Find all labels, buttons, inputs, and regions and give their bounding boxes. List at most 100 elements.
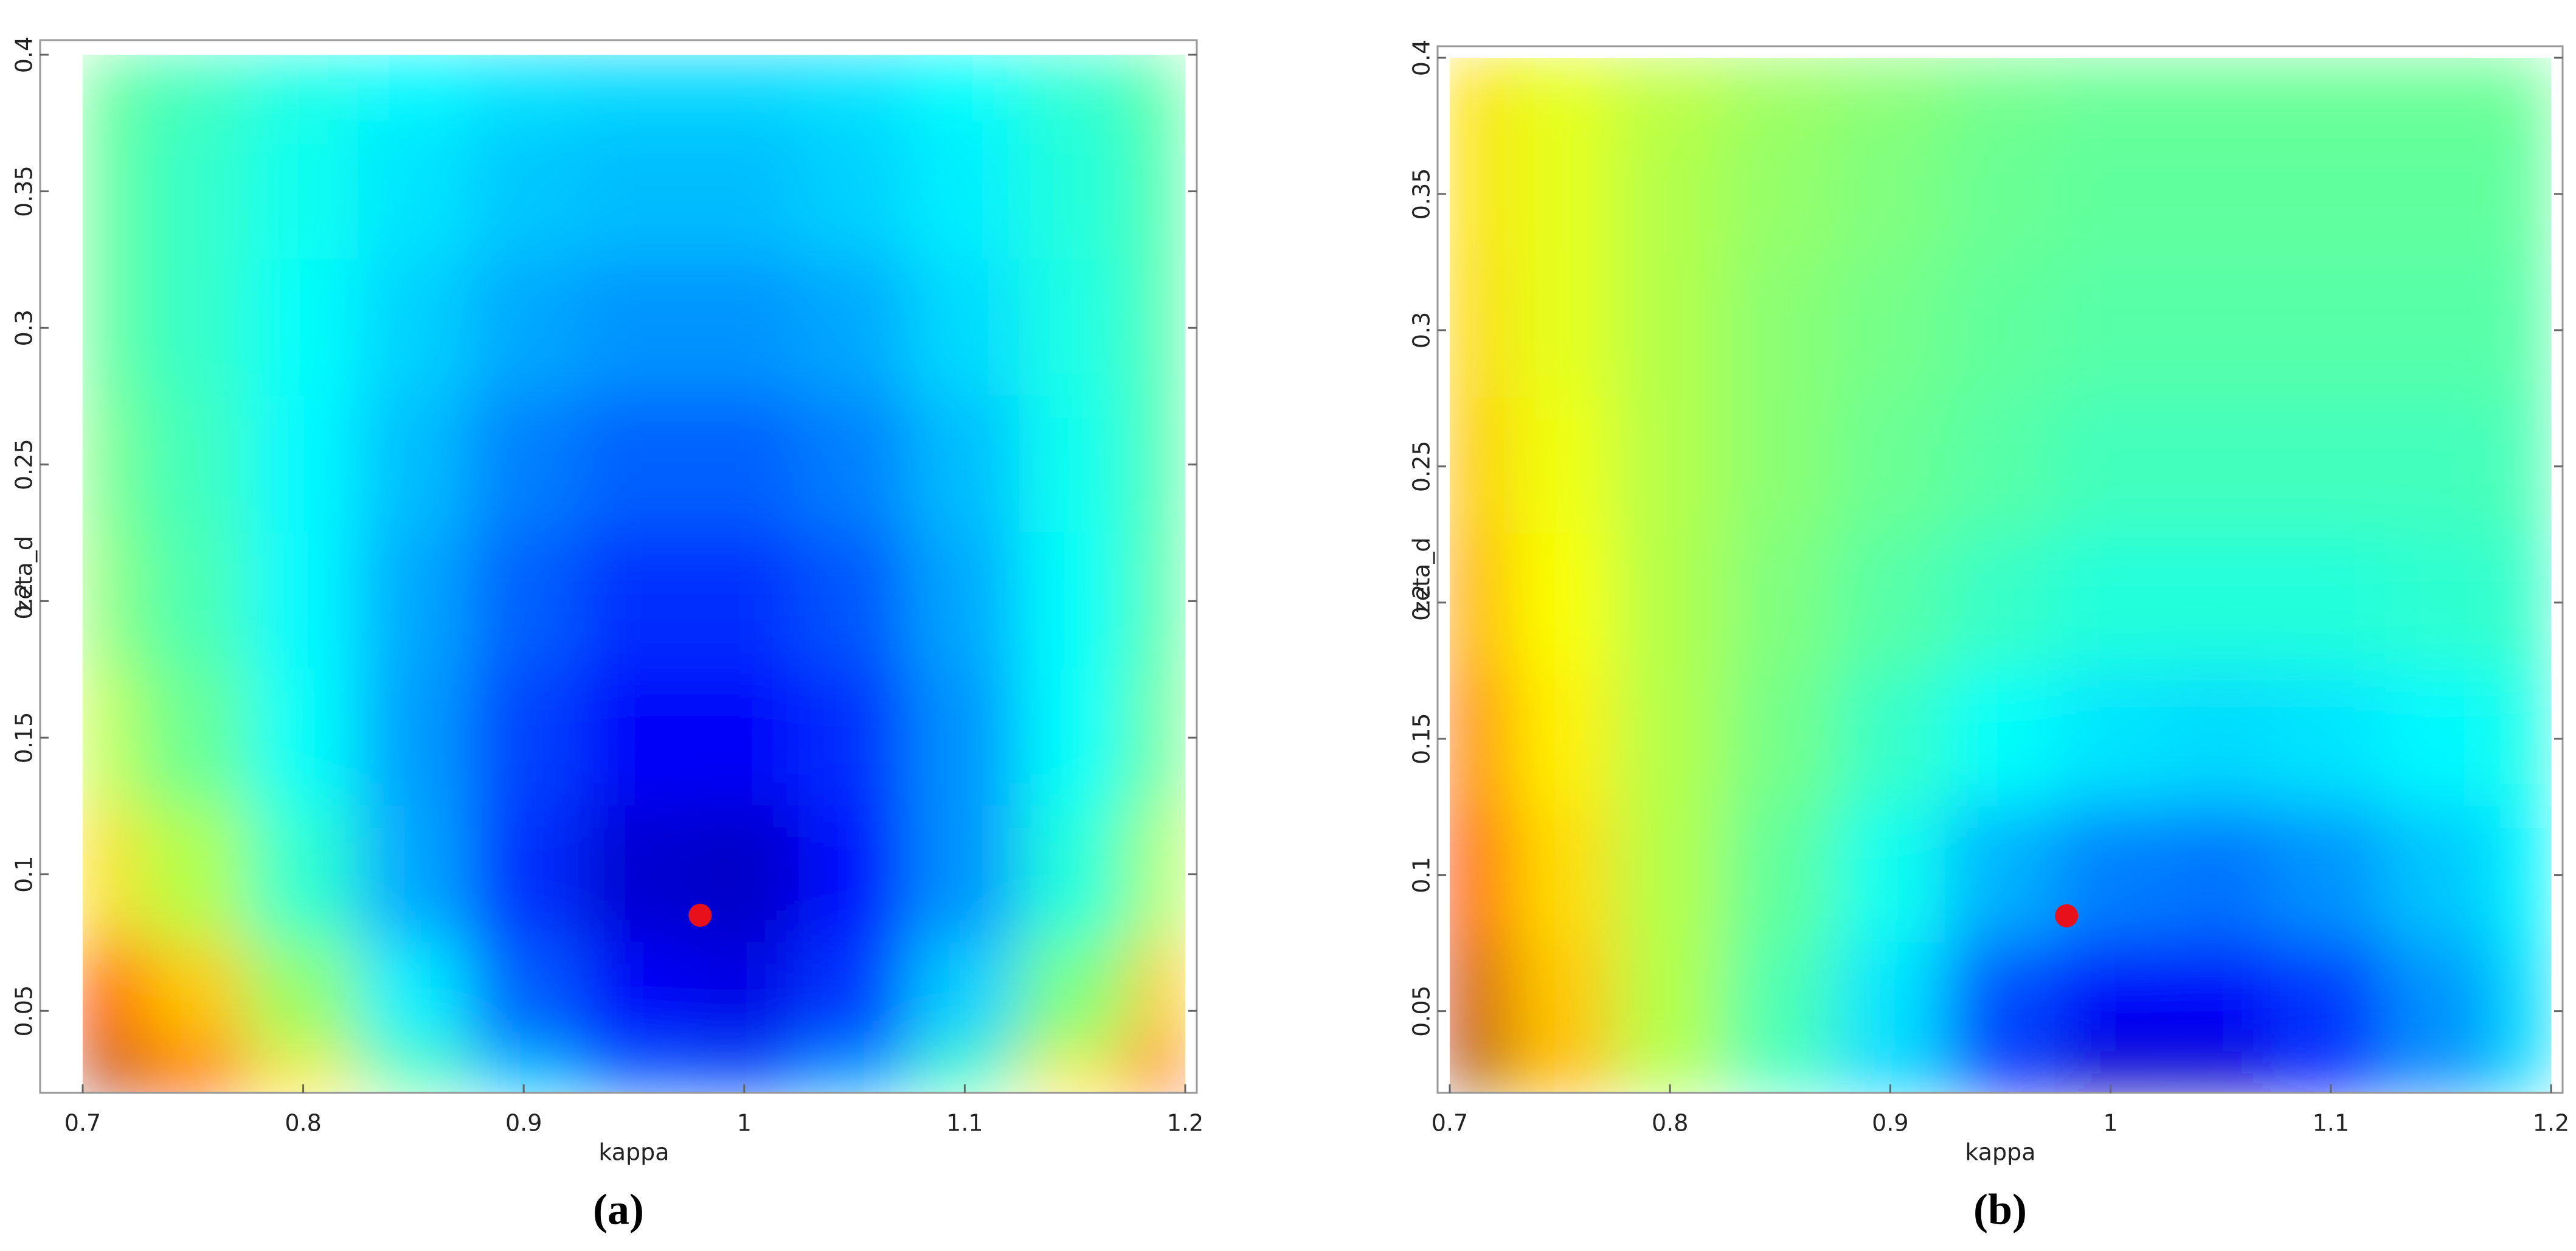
x-axis-label: kappa xyxy=(598,1139,669,1166)
heatmap-cell xyxy=(2165,942,2277,1053)
x-tick-label: 0.8 xyxy=(1652,1110,1688,1137)
heatmap-cell xyxy=(1614,125,1726,263)
heatmap-cell xyxy=(468,258,580,397)
heatmap-cell xyxy=(1129,395,1185,534)
heatmap-cell xyxy=(2385,397,2497,535)
y-tick-label: 0.3 xyxy=(1408,312,1435,348)
x-tick-label: 0.7 xyxy=(64,1110,101,1137)
heatmap-cell xyxy=(1614,806,1726,944)
heatmap-cell xyxy=(137,258,249,397)
x-tick-label: 0.9 xyxy=(505,1110,542,1137)
marker-point xyxy=(2055,904,2079,927)
heatmap-cell xyxy=(1019,258,1131,397)
heatmap-cell xyxy=(1834,397,1946,535)
heatmap xyxy=(1450,58,2551,1093)
heatmap-cell xyxy=(358,258,469,397)
heatmap-cell xyxy=(909,122,1021,260)
heatmap-cell xyxy=(578,258,690,397)
heatmap-cell xyxy=(247,55,359,124)
heatmap-cell xyxy=(468,395,580,534)
heatmap-cell xyxy=(1019,55,1131,124)
heatmap-cell xyxy=(1834,942,1946,1053)
heatmap-cell xyxy=(1450,125,1506,263)
heatmap-cell xyxy=(247,805,359,943)
heatmap-cell xyxy=(1944,1051,2057,1093)
heatmap-cell xyxy=(1504,1051,1616,1093)
heatmap-cell xyxy=(578,55,690,124)
heatmap-cell xyxy=(468,122,580,260)
heatmap-cell xyxy=(2275,261,2387,399)
heatmap-cell xyxy=(358,1051,469,1093)
heatmap-cell xyxy=(137,122,249,260)
heatmap-cell xyxy=(1834,806,1946,944)
heatmap-cell xyxy=(137,805,249,943)
heatmap-cell xyxy=(1724,1051,1836,1093)
heatmap-cell xyxy=(2275,397,2387,535)
heatmap-cell xyxy=(1504,806,1616,944)
heatmap-cell xyxy=(2495,942,2551,1053)
heatmap-cell xyxy=(2495,125,2551,263)
x-tick-label: 0.7 xyxy=(1432,1110,1468,1137)
heatmap-cell xyxy=(688,941,800,1053)
heatmap-cell xyxy=(83,805,139,943)
heatmap-cell xyxy=(2385,670,2497,808)
heatmap-cell xyxy=(688,122,800,260)
heatmap-cell xyxy=(1129,55,1185,124)
heatmap-cell xyxy=(1724,806,1836,944)
heatmap-cell xyxy=(137,941,249,1053)
heatmap-cell xyxy=(1614,58,1726,126)
heatmap-cell xyxy=(1834,670,1946,808)
heatmap-cell xyxy=(1019,668,1131,807)
y-tick-label: 0.25 xyxy=(11,439,38,491)
y-tick-label: 0.25 xyxy=(1408,441,1435,493)
heatmap-cell xyxy=(909,258,1021,397)
heatmap-cell xyxy=(137,1051,249,1093)
y-tick-label: 0.05 xyxy=(1408,985,1435,1037)
heatmap-cell xyxy=(1019,805,1131,943)
heatmap-cell xyxy=(468,941,580,1053)
heatmap-cell xyxy=(1724,942,1836,1053)
heatmap-cell xyxy=(247,668,359,807)
heatmap-cell xyxy=(909,395,1021,534)
y-tick-label: 0.1 xyxy=(11,856,38,892)
heatmap-cell xyxy=(1834,533,1946,671)
heatmap-cell xyxy=(2165,1051,2277,1093)
y-tick-label: 0.35 xyxy=(11,165,38,217)
heatmap-cell xyxy=(1504,397,1616,535)
heatmap-cell xyxy=(798,55,910,124)
heatmap-cell xyxy=(1019,1051,1131,1093)
heatmap-cell xyxy=(358,668,469,807)
heatmap-cell xyxy=(1614,670,1726,808)
x-tick-label: 1.1 xyxy=(946,1110,983,1137)
y-tick-label: 0.4 xyxy=(11,36,38,73)
heatmap-cell xyxy=(2165,533,2277,671)
heatmap-cell xyxy=(798,532,910,670)
heatmap-cell xyxy=(247,532,359,670)
heatmap-cell xyxy=(1944,806,2057,944)
heatmap-cell xyxy=(2055,670,2167,808)
heatmap-cell xyxy=(2385,125,2497,263)
heatmap-cell xyxy=(137,55,249,124)
heatmap-cell xyxy=(1834,125,1946,263)
heatmap-cell xyxy=(2165,397,2277,535)
heatmap-cell xyxy=(83,1051,139,1093)
heatmap-cell xyxy=(1450,58,1506,126)
x-axis-label: kappa xyxy=(1965,1139,2035,1166)
heatmap-cell xyxy=(2055,125,2167,263)
y-tick-label: 0.2 xyxy=(1408,584,1435,621)
heatmap-cell xyxy=(688,668,800,807)
heatmap-cell xyxy=(83,395,139,534)
heatmap-cell xyxy=(578,668,690,807)
axes-frame xyxy=(1436,45,2564,1094)
y-tick-label: 0.3 xyxy=(11,310,38,346)
heatmap-cell xyxy=(909,805,1021,943)
heatmap-cell xyxy=(798,941,910,1053)
heatmap-cell xyxy=(1450,942,1506,1053)
heatmap-cell xyxy=(358,532,469,670)
heatmap-cell xyxy=(1450,261,1506,399)
heatmap-cell xyxy=(578,1051,690,1093)
heatmap-cell xyxy=(578,395,690,534)
heatmap-cell xyxy=(2275,942,2387,1053)
heatmap-cell xyxy=(2385,1051,2497,1093)
